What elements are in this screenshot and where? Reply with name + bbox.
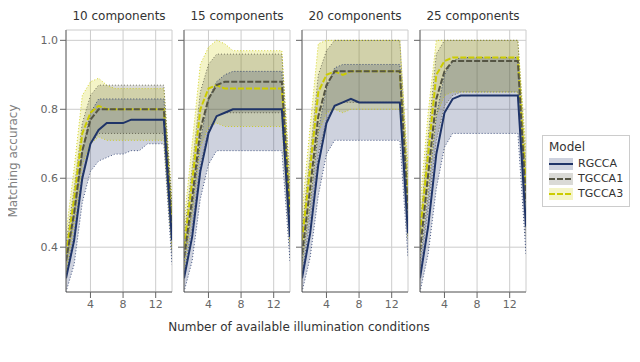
svg-text:4: 4 (87, 298, 94, 311)
svg-text:12: 12 (385, 298, 399, 311)
svg-text:12: 12 (149, 298, 163, 311)
svg-text:8: 8 (238, 298, 245, 311)
svg-text:0.6: 0.6 (41, 172, 59, 185)
svg-text:4: 4 (441, 298, 448, 311)
svg-text:4: 4 (323, 298, 330, 311)
html-text:Number of available illuminati: Number of available illumination conditi… (168, 320, 430, 334)
svg-text:0.4: 0.4 (41, 241, 59, 254)
html-text:25 components: 25 components (426, 9, 520, 23)
svg-text:Matching accuracy: Matching accuracy (8, 104, 20, 217)
html-text:20 components: 20 components (308, 9, 402, 23)
svg-text:1.0: 1.0 (41, 34, 59, 47)
html-text:TGCCA1: TGCCA1 (578, 172, 624, 185)
svg-text:8: 8 (474, 298, 481, 311)
html-text:Model: Model (549, 140, 585, 154)
svg-text:0.8: 0.8 (41, 103, 59, 116)
html-text:10 components: 10 components (72, 9, 166, 23)
svg-text:4: 4 (205, 298, 212, 311)
svg-text:12: 12 (503, 298, 517, 311)
html-text:TGCCA3: TGCCA3 (578, 187, 624, 200)
svg-text:8: 8 (356, 298, 363, 311)
html-text:RGCCA: RGCCA (578, 157, 618, 170)
html-text:15 components: 15 components (190, 9, 284, 23)
svg-text:12: 12 (267, 298, 281, 311)
svg-text:8: 8 (120, 298, 127, 311)
